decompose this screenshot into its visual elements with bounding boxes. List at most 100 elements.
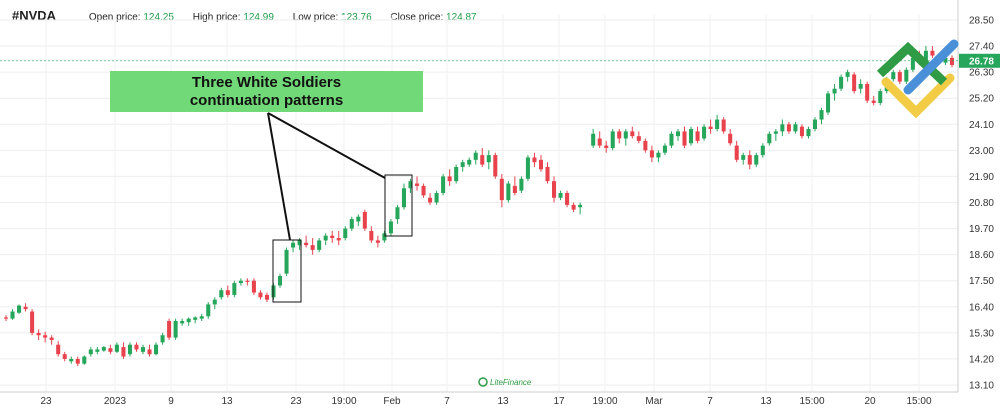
candle [180,318,185,326]
candle-body [904,69,909,82]
candle-body [414,183,420,186]
candle [617,129,622,144]
candle [532,152,537,167]
candle [512,176,517,196]
candle-body [578,204,583,208]
candle [806,126,811,139]
x-tick-label: Feb [383,396,401,407]
candle [891,69,896,82]
candle [695,126,700,144]
candle-body [767,133,772,144]
last-price-label: 26.78 [969,56,994,67]
candle [277,273,283,288]
candle-body [401,188,406,208]
candle-body [193,317,198,320]
candle [767,131,772,146]
x-tick-label: 17 [553,396,565,407]
candle [858,79,863,94]
litefinance-logo-icon [876,39,959,119]
symbol-label: #NVDA [12,8,57,23]
candle-body [95,349,100,352]
candle-body [715,119,720,130]
candle-body [336,238,341,241]
candle [525,155,530,182]
candle-body [538,159,544,170]
annotation-pointer-2 [267,112,386,179]
candle-body [356,216,361,222]
candle [434,190,439,205]
candle [17,304,22,314]
candle [871,95,876,106]
candle-body [865,83,870,101]
candle [206,302,211,319]
candle [140,344,146,355]
candle [3,315,9,322]
candle-body [695,131,700,141]
candle [832,83,837,101]
candle-body [467,159,472,165]
candle [219,287,224,300]
candle [441,174,446,196]
candle-body [154,344,159,355]
candle [669,131,674,148]
annotation-line-1: Three White Soldiers [191,74,342,91]
candle [212,297,217,310]
y-tick-label: 13.10 [969,381,994,392]
candle-body [43,335,48,338]
candle [349,216,354,231]
candle [643,138,648,153]
candle-body [232,283,237,295]
candle-body [82,356,87,364]
candle-body [134,344,139,350]
candle [88,347,93,357]
candle-body [728,133,733,144]
candle [656,150,661,163]
candle-body [140,347,146,352]
open-price-value: 124.25 [143,12,174,23]
candle-body [623,131,628,139]
candle [356,214,361,227]
candle [904,67,909,84]
candle [121,342,126,359]
time-axis: 23 2023 9 13 23 19:00 Feb 7 13 17 19:00 Mar 7 13 15:00… [0,391,958,407]
candle-body [3,317,9,319]
candle [43,331,48,343]
candle-body [56,344,61,355]
x-tick-label: 13 [760,396,772,407]
candle [708,119,713,134]
candle [75,356,80,367]
candle-body [754,155,759,165]
close-price-label: Close price: [390,12,444,23]
candle [251,278,256,295]
candle [375,235,380,248]
candle [715,114,720,132]
candle [649,145,654,163]
candles-layer [3,46,955,367]
candle [499,174,504,208]
candle-body [923,50,928,63]
candle-body [17,305,22,313]
candle-body [597,138,602,146]
candle-body [421,185,426,196]
candle-body [395,207,400,220]
candle [519,176,524,194]
candle-body [552,181,557,198]
candle-body [852,74,857,92]
candle [623,129,628,146]
candle [238,278,243,286]
candle-body [747,155,752,165]
candle [636,131,641,144]
candle [786,121,791,134]
candle-body [525,157,530,179]
candle [682,126,687,148]
candle [773,129,778,141]
candle-body [434,193,439,203]
candle [160,332,165,345]
candle-body [160,335,165,343]
x-tick-label: 9 [168,396,174,407]
candle [101,345,106,352]
candle-body [330,235,335,239]
candle-body [362,211,367,229]
y-tick-label: 23.00 [969,146,994,157]
